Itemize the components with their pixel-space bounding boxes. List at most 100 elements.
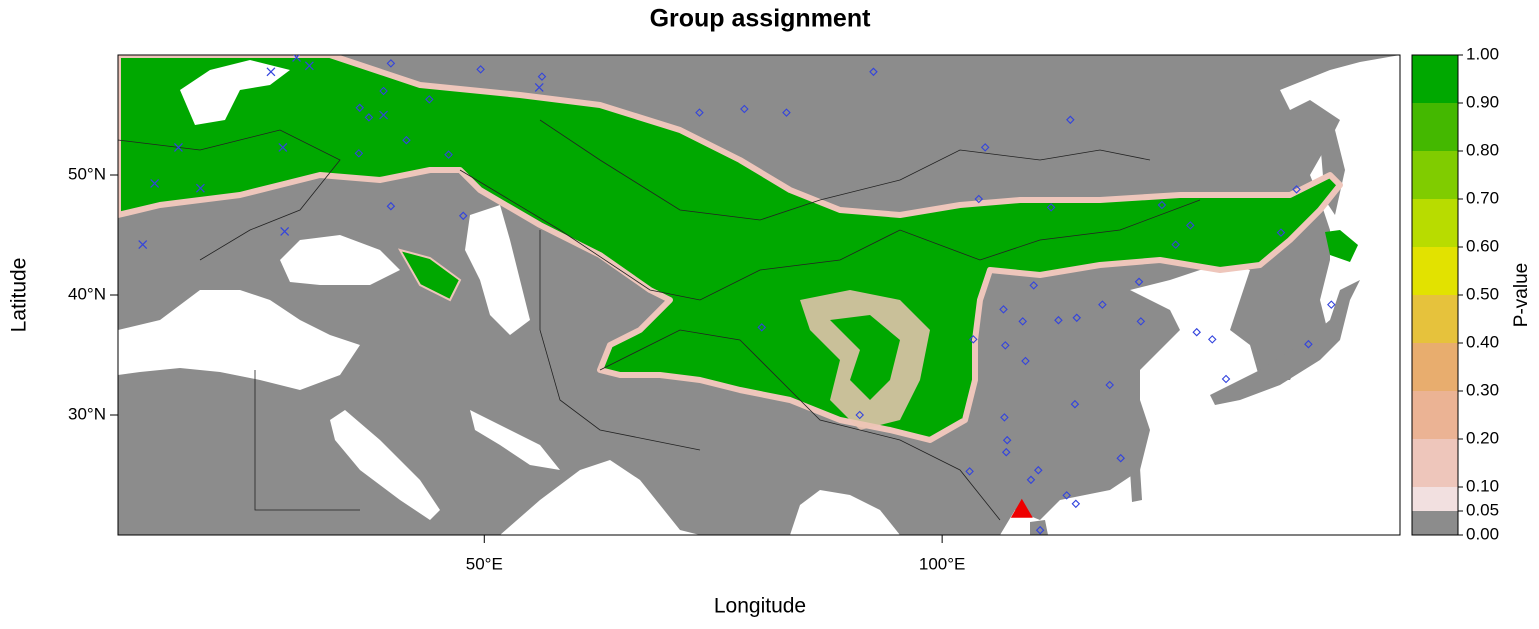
y-axis-label: Latitude	[8, 258, 31, 333]
x-axis-label: Longitude	[714, 595, 806, 618]
site-marker	[458, 211, 468, 221]
site-marker	[782, 108, 791, 117]
site-marker	[1186, 221, 1195, 230]
colorbar-tick-label: 0.00	[1466, 524, 1499, 543]
site-marker	[402, 135, 411, 145]
site-marker	[1192, 327, 1201, 337]
site-marker	[695, 108, 704, 117]
site-marker	[1071, 499, 1081, 509]
colorbar-segment	[1412, 55, 1458, 103]
site-marker	[1062, 491, 1071, 500]
cross-marker	[534, 82, 544, 92]
colorbar-segment	[1412, 103, 1458, 151]
x-tick-label: 100°E	[919, 554, 966, 573]
site-marker	[1136, 317, 1146, 326]
site-marker	[1066, 115, 1075, 125]
colorbar-segment	[1412, 199, 1458, 247]
hokkaido	[1325, 230, 1358, 262]
site-marker	[364, 113, 374, 122]
site-marker	[1171, 240, 1180, 249]
site-marker	[757, 323, 767, 332]
site-marker	[1021, 356, 1030, 366]
cross-marker	[266, 67, 276, 77]
cross-marker	[292, 55, 301, 62]
cross-marker	[150, 178, 160, 188]
site-marker	[1221, 374, 1231, 384]
site-marker	[1001, 341, 1010, 350]
site-marker	[1070, 399, 1080, 409]
cross-marker	[304, 61, 314, 71]
site-marker	[1098, 300, 1107, 309]
site-marker	[1054, 315, 1063, 325]
site-marker	[1018, 317, 1028, 326]
site-marker	[1072, 313, 1082, 323]
site-marker	[1026, 475, 1036, 485]
y-tick-label: 50°N	[68, 164, 106, 183]
cross-marker	[138, 240, 148, 250]
colorbar-tick-label: 1.00	[1466, 44, 1499, 63]
site-marker	[1001, 447, 1011, 457]
cross-marker	[195, 183, 205, 193]
baltic-white	[180, 60, 290, 125]
site-marker	[1327, 300, 1336, 309]
caucasus	[397, 248, 462, 302]
colorbar-tick-label: 0.90	[1466, 92, 1499, 111]
site-marker	[354, 149, 364, 158]
site-marker	[386, 59, 396, 68]
x-tick-label: 50°E	[466, 554, 503, 573]
site-marker	[1002, 435, 1012, 445]
tibet-high-p	[830, 315, 900, 400]
site-marker	[537, 72, 547, 81]
colorbar-tick-label: 0.05	[1466, 500, 1499, 519]
colorbar-segment	[1412, 391, 1458, 439]
site-marker	[1292, 185, 1301, 194]
colorbar-segment	[1412, 343, 1458, 391]
site-marker	[974, 194, 984, 204]
colorbar-segment	[1412, 439, 1458, 487]
borders	[118, 119, 1201, 521]
site-marker	[1208, 335, 1217, 344]
colorbar-frame	[1411, 54, 1459, 536]
chart-title: Group assignment	[650, 5, 872, 33]
site-marker	[968, 335, 978, 344]
site-marker	[386, 201, 396, 211]
y-tick-label: 40°N	[68, 284, 106, 303]
site-marker	[1035, 525, 1045, 535]
colorbar-segment	[1412, 295, 1458, 343]
colorbar-segment	[1412, 487, 1458, 511]
reference-marker	[1010, 498, 1033, 518]
sites	[138, 55, 1336, 535]
site-marker	[1000, 413, 1009, 422]
site-marker	[444, 150, 453, 159]
site-marker	[869, 67, 878, 77]
cross-marker	[379, 110, 388, 120]
colorbar-tick-label: 0.40	[1466, 332, 1499, 351]
site-marker	[1105, 380, 1114, 390]
colorbar-tick-label: 0.20	[1466, 428, 1499, 447]
colorbar-tick-label: 0.80	[1466, 140, 1499, 159]
seas	[118, 55, 1400, 535]
site-marker	[965, 467, 974, 476]
high-p-region	[118, 55, 1343, 443]
colorbar-tick-label: 0.60	[1466, 236, 1499, 255]
site-marker	[355, 103, 365, 113]
colorbar-segment	[1412, 511, 1458, 535]
site-marker	[1304, 339, 1313, 349]
colorbar-tick-label: 0.70	[1466, 188, 1499, 207]
site-marker	[855, 410, 865, 420]
site-marker	[476, 65, 485, 74]
site-marker	[1046, 203, 1056, 212]
colorbar-segment	[1412, 151, 1458, 199]
y-tick-label: 30°N	[68, 404, 106, 423]
site-marker	[999, 305, 1008, 314]
colorbar-tick-label: 0.50	[1466, 284, 1499, 303]
site-marker	[1134, 277, 1144, 287]
site-marker	[980, 143, 990, 152]
site-marker	[740, 104, 749, 114]
map	[118, 55, 1400, 535]
cross-marker	[280, 226, 290, 236]
colorbar-title: P-value	[1511, 263, 1532, 327]
site-marker	[1029, 281, 1038, 290]
